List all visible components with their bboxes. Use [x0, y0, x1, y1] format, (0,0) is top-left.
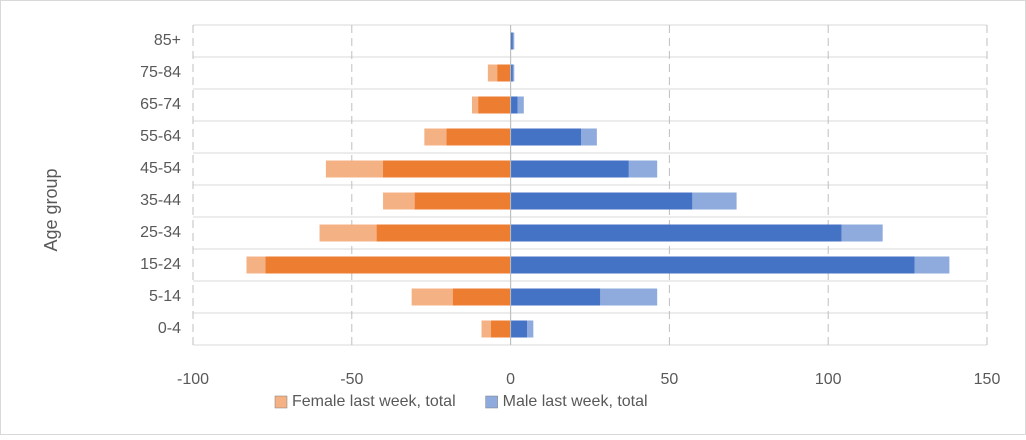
- legend-swatch: [485, 395, 498, 409]
- y-tick-label: 65-74: [140, 96, 181, 113]
- y-tick-label: 85+: [154, 32, 181, 49]
- bar: [510, 224, 842, 242]
- bar: [510, 96, 518, 114]
- y-tick-label: 15-24: [140, 256, 181, 273]
- x-tick-label: 0: [506, 371, 515, 388]
- bar: [452, 288, 512, 306]
- y-tick-label: 75-84: [140, 64, 181, 81]
- y-tick-label: 0-4: [158, 320, 181, 337]
- y-tick-label: 5-14: [149, 288, 181, 305]
- x-tick-label: -50: [340, 371, 363, 388]
- bar: [383, 160, 512, 178]
- y-axis-title: Age group: [41, 168, 61, 251]
- x-tick-label: -100: [177, 371, 209, 388]
- legend-label: Female last week, total: [292, 393, 456, 410]
- x-tick-label: 150: [974, 371, 1001, 388]
- legend-swatch: [274, 395, 288, 409]
- bar: [497, 64, 512, 82]
- bar: [510, 256, 915, 274]
- y-tick-label: 45-54: [140, 160, 181, 177]
- bar: [376, 224, 512, 242]
- bar: [510, 128, 581, 146]
- legend-label: Male last week, total: [503, 393, 648, 410]
- bar: [414, 192, 512, 210]
- bar: [510, 320, 527, 338]
- y-tick-label: 55-64: [140, 128, 181, 145]
- bar: [446, 128, 512, 146]
- bar: [510, 160, 629, 178]
- bar: [510, 288, 601, 306]
- bar: [478, 96, 512, 114]
- bar: [265, 256, 512, 274]
- bar: [510, 192, 693, 210]
- x-tick-label: 50: [661, 371, 679, 388]
- y-tick-label: 25-34: [140, 224, 181, 241]
- bar: [491, 320, 512, 338]
- y-tick-label: 35-44: [140, 192, 181, 209]
- x-tick-label: 100: [815, 371, 842, 388]
